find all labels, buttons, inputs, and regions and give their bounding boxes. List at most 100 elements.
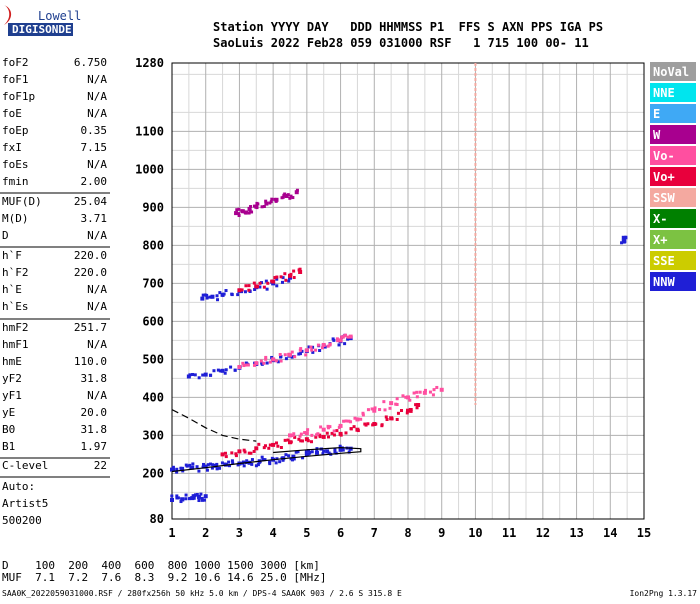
echo-point — [624, 235, 628, 239]
y-tick-label: 1280 — [135, 56, 164, 70]
param-label: foEs — [2, 158, 29, 171]
echo-point — [297, 352, 301, 356]
echo-point — [364, 423, 368, 427]
echo-point — [432, 388, 436, 392]
echo-point — [222, 292, 226, 296]
profile-curve-dashed — [171, 409, 257, 442]
echo-point — [234, 211, 239, 216]
autoscale-line1: Auto: — [2, 480, 35, 493]
x-tick-label: 12 — [536, 526, 550, 540]
echo-point — [191, 462, 195, 466]
param-label: foF2 — [2, 56, 29, 69]
echo-point — [297, 437, 301, 441]
echo-point — [193, 493, 197, 497]
echo-point — [237, 365, 242, 369]
x-tick-label: 3 — [236, 526, 243, 540]
echo-point — [352, 425, 356, 429]
param-value: 31.8 — [81, 423, 108, 436]
param-value: 251.7 — [74, 321, 107, 334]
echo-point — [199, 492, 203, 496]
y-tick-label: 900 — [142, 200, 164, 214]
echo-point — [289, 272, 293, 276]
echo-point — [224, 368, 228, 372]
y-tick-label: 300 — [142, 428, 164, 442]
echo-point — [275, 441, 279, 445]
autoscale-line3: 500200 — [2, 514, 42, 527]
param-label: hmF2 — [2, 321, 29, 334]
echo-point — [242, 448, 246, 452]
echo-point — [253, 287, 257, 291]
echo-point — [346, 335, 350, 339]
echo-point — [203, 372, 208, 377]
param-value: N/A — [87, 90, 107, 103]
autoscale-line2: Artist5 — [2, 497, 48, 510]
echo-point — [321, 342, 326, 347]
echo-point — [396, 411, 400, 415]
echo-point — [197, 499, 201, 503]
x-tick-label: 7 — [371, 526, 378, 540]
echo-point — [431, 393, 435, 397]
echo-point — [211, 463, 215, 467]
echo-point — [296, 450, 300, 454]
echo-point — [338, 447, 343, 452]
param-value: N/A — [87, 300, 107, 313]
echo-point — [422, 390, 427, 395]
echo-point — [208, 462, 212, 466]
echo-point — [274, 359, 278, 363]
echo-point — [250, 462, 254, 466]
echo-point — [292, 276, 296, 280]
echo-point — [321, 427, 326, 432]
echo-point — [287, 454, 291, 458]
param-value: 1.97 — [81, 440, 108, 453]
echo-point — [283, 353, 287, 357]
echo-point — [311, 345, 315, 349]
legend-label: W — [653, 128, 661, 142]
x-tick-label: 2 — [202, 526, 209, 540]
echo-point — [314, 348, 318, 352]
echo-point — [304, 450, 308, 454]
legend-label: NoVal — [653, 65, 689, 79]
echo-point — [197, 469, 201, 473]
echo-point — [265, 287, 269, 291]
echo-point — [201, 293, 205, 297]
echo-point — [385, 417, 389, 421]
echo-point — [224, 455, 228, 459]
echo-point — [188, 373, 192, 377]
echo-point — [347, 419, 351, 423]
echo-point — [175, 470, 179, 474]
echo-point — [281, 276, 285, 280]
param-value: 2.00 — [81, 175, 108, 188]
echo-point — [263, 458, 267, 462]
legend-swatch — [650, 62, 696, 81]
x-tick-label: 15 — [637, 526, 651, 540]
logo-swoosh-icon — [4, 5, 12, 25]
echo-point — [288, 196, 292, 200]
x-tick-label: 14 — [603, 526, 617, 540]
param-label: yE — [2, 406, 15, 419]
echo-point — [338, 423, 343, 428]
echo-point — [269, 200, 273, 204]
echo-point — [262, 205, 266, 209]
legend-swatch — [650, 272, 696, 291]
echo-point — [184, 493, 188, 497]
echo-point — [218, 466, 222, 470]
param-value: 22 — [94, 459, 107, 472]
echo-point — [338, 338, 343, 343]
param-value: N/A — [87, 229, 107, 242]
echo-point — [247, 288, 251, 292]
echo-point — [326, 424, 330, 428]
echo-point — [170, 494, 174, 498]
echo-point — [192, 496, 196, 500]
legend-swatch — [650, 146, 696, 165]
echo-point — [323, 345, 327, 349]
echo-point — [243, 450, 247, 454]
echo-point — [304, 431, 309, 436]
echo-point — [244, 363, 248, 367]
echo-point — [291, 454, 296, 459]
echo-point — [247, 284, 251, 288]
param-label: h`F2 — [2, 266, 29, 279]
echo-point — [287, 279, 291, 283]
echo-point — [405, 411, 409, 415]
echo-point — [304, 348, 309, 353]
echo-point — [283, 438, 287, 442]
